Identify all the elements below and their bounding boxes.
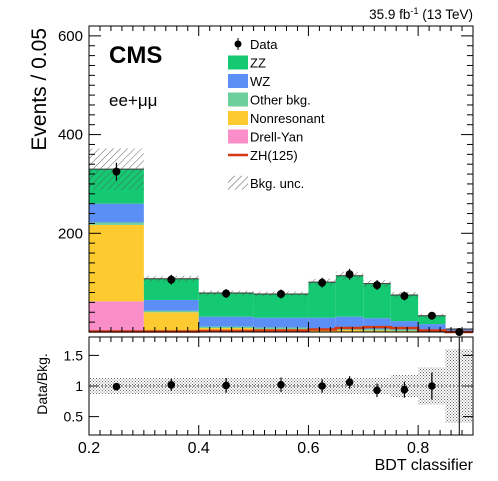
y-tick-label: 400	[58, 127, 83, 144]
bar-wz	[89, 204, 144, 223]
ratio-point	[167, 381, 175, 389]
data-point	[112, 168, 120, 176]
ratio-point	[318, 382, 326, 390]
data-point	[277, 290, 285, 298]
legend-label-drell-yan: Drell-Yan	[250, 130, 303, 145]
ratio-point	[428, 382, 436, 390]
bar-wz	[308, 318, 335, 329]
ratio-point	[401, 386, 409, 394]
bar-other-bkg-	[363, 329, 390, 330]
data-point	[400, 292, 408, 300]
bar-wz	[144, 300, 199, 311]
bar-wz	[336, 317, 363, 329]
ratio-y-tick-label: 1.5	[64, 347, 84, 363]
bar-wz	[254, 318, 309, 328]
legend-label-zh-125-: ZH(125)	[250, 148, 298, 163]
x-tick-label: 0.4	[188, 440, 210, 457]
ratio-point	[346, 379, 354, 387]
data-point	[346, 270, 354, 278]
data-point	[428, 312, 436, 320]
legend-label-bkg-unc-: Bkg. unc.	[250, 176, 304, 191]
ratio-point	[113, 383, 121, 391]
bar-other-bkg-	[199, 327, 254, 328]
legend-label-zz: ZZ	[250, 56, 266, 71]
bar-wz	[418, 324, 445, 330]
x-axis-label: BDT classifier	[375, 457, 474, 474]
bar-zz	[336, 276, 363, 317]
y-tick-label: 200	[58, 225, 83, 242]
ratio-plot-area	[89, 337, 473, 435]
x-tick-label: 0.2	[78, 440, 100, 457]
bar-other-bkg-	[144, 311, 199, 312]
cms-label: CMS	[109, 42, 162, 69]
data-point	[373, 281, 381, 289]
ratio-y-tick-label: 1	[75, 378, 83, 394]
legend-swatch-drell-yan	[228, 130, 248, 144]
data-point	[318, 279, 326, 287]
bar-other-bkg-	[391, 330, 418, 331]
bar-wz	[199, 317, 254, 327]
data-point	[167, 276, 175, 284]
ratio-point	[277, 381, 285, 389]
ratio-y-tick-label: 0.5	[64, 409, 84, 425]
legend-label-wz: WZ	[250, 74, 270, 89]
lumi-label: 35.9 fb-1 (13 TeV)	[369, 6, 473, 22]
legend-label-nonresonant: Nonresonant	[250, 111, 325, 126]
legend-swatch-nonresonant	[228, 111, 248, 125]
legend: Data ZZ WZ Other bkg. Nonresonant Drell-Yan ZH…	[228, 37, 325, 191]
legend-label-other-bkg-: Other bkg.	[250, 93, 311, 108]
legend-swatch-bkg-unc-	[228, 176, 248, 190]
channel-label: ee+μμ	[109, 91, 157, 110]
legend-swatch-zz	[228, 56, 248, 70]
bar-drell-yan	[89, 301, 144, 332]
ratio-point	[373, 386, 381, 394]
ratio-point	[222, 382, 230, 390]
legend-swatch-other-bkg-	[228, 93, 248, 107]
bar-other-bkg-	[89, 222, 144, 224]
x-tick-label: 0.6	[297, 440, 319, 457]
legend-swatch-wz	[228, 74, 248, 88]
bar-nonresonant	[144, 312, 199, 331]
y-tick-label: 600	[58, 28, 83, 45]
data-point	[222, 290, 230, 298]
x-tick-label: 0.8	[407, 440, 429, 457]
bar-other-bkg-	[254, 328, 309, 329]
ratio-y-label: Data/Bkg.	[34, 353, 50, 414]
y-axis-label: Events / 0.05	[28, 28, 51, 151]
legend-label-data: Data	[250, 37, 278, 52]
bar-nonresonant	[89, 225, 144, 302]
